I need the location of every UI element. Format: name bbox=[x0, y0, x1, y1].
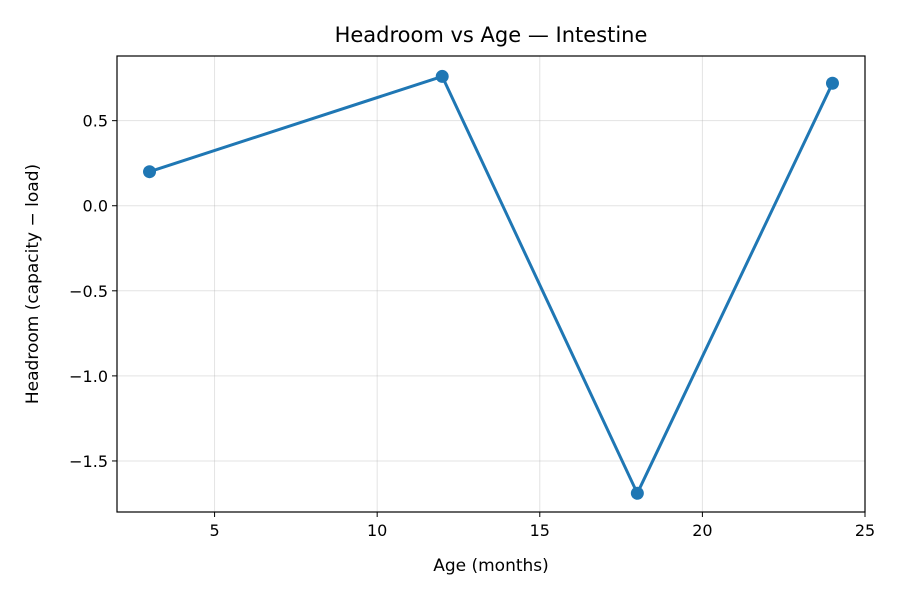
series-line bbox=[149, 74, 834, 495]
y-tick-label: 0.5 bbox=[83, 112, 108, 131]
data-point bbox=[630, 486, 644, 500]
y-tick-label: 0.0 bbox=[83, 197, 108, 216]
y-tick-label: −0.5 bbox=[69, 282, 108, 301]
y-axis-label: Headroom (capacity − load) bbox=[23, 164, 43, 404]
data-point bbox=[435, 69, 449, 83]
x-tick-label: 15 bbox=[530, 521, 550, 540]
data-point bbox=[825, 76, 839, 90]
grid-lines bbox=[117, 56, 866, 512]
x-tick-label: 10 bbox=[367, 521, 387, 540]
chart-title: Headroom vs Age — Intestine bbox=[335, 23, 648, 47]
plot-frame bbox=[116, 55, 866, 513]
series-layer bbox=[143, 69, 839, 500]
x-tick-label: 20 bbox=[692, 521, 712, 540]
x-tick-label: 5 bbox=[209, 521, 219, 540]
data-point bbox=[143, 165, 157, 179]
x-tick-label: 25 bbox=[855, 521, 875, 540]
axis-ticks: 5 10 15 20 25 0.5 0.0 −0.5 −1.0 −1.5 bbox=[69, 112, 875, 540]
x-axis-label: Age (months) bbox=[433, 556, 549, 576]
y-tick-label: −1.0 bbox=[69, 367, 108, 386]
y-tick-label: −1.5 bbox=[69, 452, 108, 471]
